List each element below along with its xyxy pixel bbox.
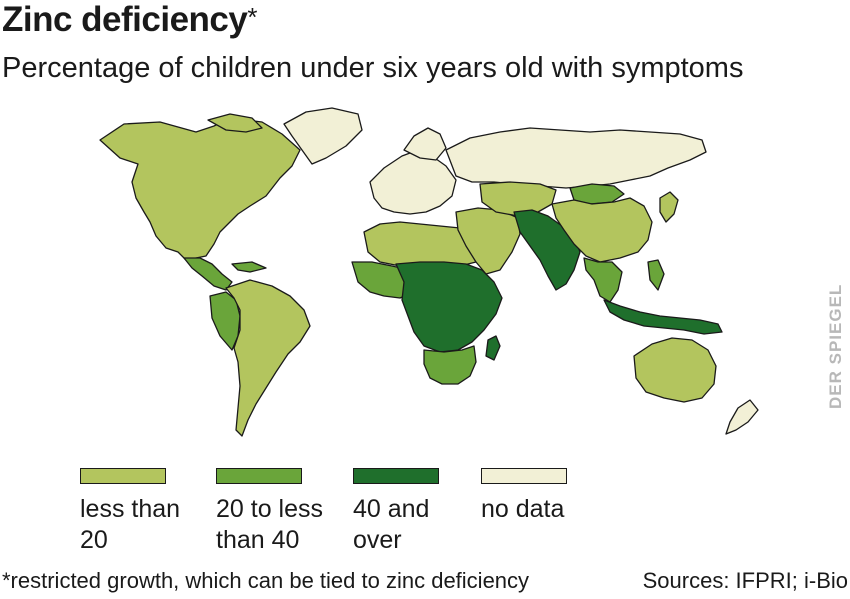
legend-swatch: [353, 468, 439, 484]
legend-swatch: [80, 468, 166, 484]
legend-label-line2: than 40: [216, 526, 300, 554]
region-central-africa: [395, 261, 503, 353]
legend-label-line1: 20 to less: [216, 495, 324, 523]
region-central-asia: [479, 181, 557, 217]
legend-label-line1: no data: [481, 495, 565, 523]
region-southern-africa: [423, 345, 477, 385]
region-north-america: [99, 117, 301, 261]
legend-swatch: [481, 468, 567, 484]
region-philippines: [647, 259, 665, 291]
legend-label-line2: 20: [80, 526, 108, 554]
region-china: [551, 197, 653, 263]
region-southeast-asia: [583, 257, 623, 303]
legend-swatch: [216, 468, 302, 484]
publisher-credit: DER SPIEGEL: [826, 283, 845, 409]
legend-label-line1: 40 and: [353, 495, 430, 523]
region-arctic-islands: [207, 113, 263, 133]
title-marker: *: [247, 2, 257, 32]
map-title: Zinc deficiency*: [2, 0, 257, 40]
region-new-zealand: [725, 399, 759, 435]
region-greenland: [283, 107, 363, 165]
legend-label-line1: less than: [80, 495, 181, 523]
legend-label: 40 and over: [353, 494, 493, 556]
legend-label: less than 20: [80, 494, 220, 556]
map-subtitle: Percentage of children under six years o…: [2, 52, 744, 84]
footnote: *restricted growth, which can be tied to…: [2, 568, 530, 593]
region-russia: [445, 127, 707, 189]
sources-credit: Sources: IFPRI; i-Bio: [642, 568, 848, 593]
region-australia: [633, 337, 717, 403]
legend-label: no data: [481, 494, 621, 525]
legend-label-line2: over: [353, 526, 402, 554]
region-central-america: [183, 257, 233, 291]
region-scandinavia: [403, 127, 447, 161]
region-south-america: [225, 279, 311, 437]
region-indonesia: [603, 299, 723, 335]
region-japan: [659, 191, 679, 223]
region-caribbean: [231, 261, 267, 273]
title-text: Zinc deficiency: [2, 0, 248, 39]
region-europe: [369, 149, 457, 215]
region-madagascar: [485, 335, 501, 361]
legend-label: 20 to less than 40: [216, 494, 356, 556]
